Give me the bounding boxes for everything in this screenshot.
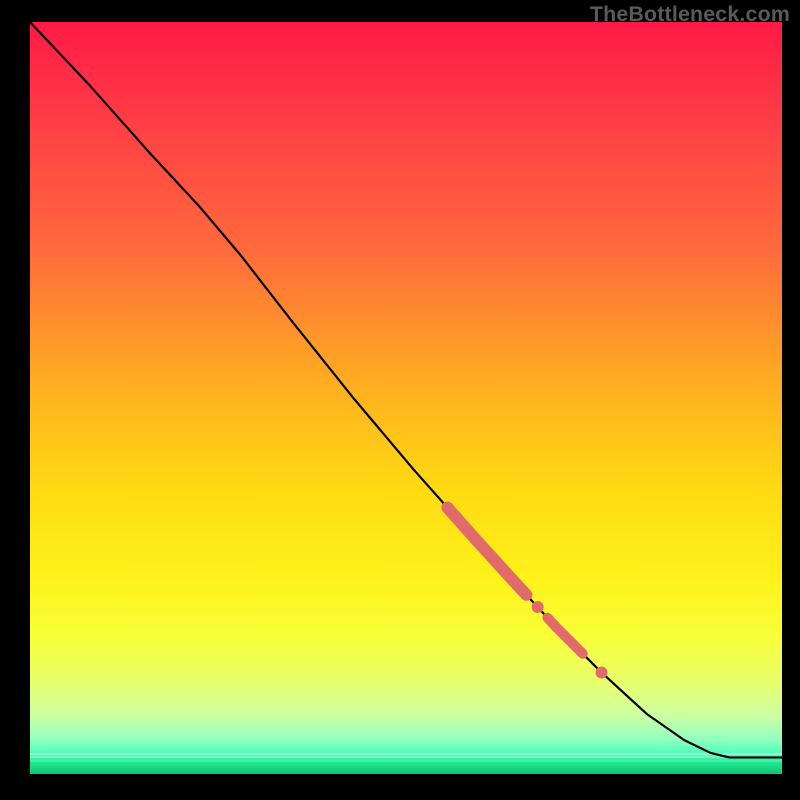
chart-container: TheBottleneck.com [0, 0, 800, 800]
chart-svg [30, 22, 782, 774]
marker-dot [596, 666, 608, 678]
bottom-band [30, 756, 782, 758]
watermark-text: TheBottleneck.com [590, 2, 790, 27]
marker-dot [532, 601, 544, 613]
bottom-band [30, 753, 782, 755]
plot-area [30, 22, 782, 774]
gradient-background [30, 22, 782, 774]
bottom-band [30, 760, 782, 762]
